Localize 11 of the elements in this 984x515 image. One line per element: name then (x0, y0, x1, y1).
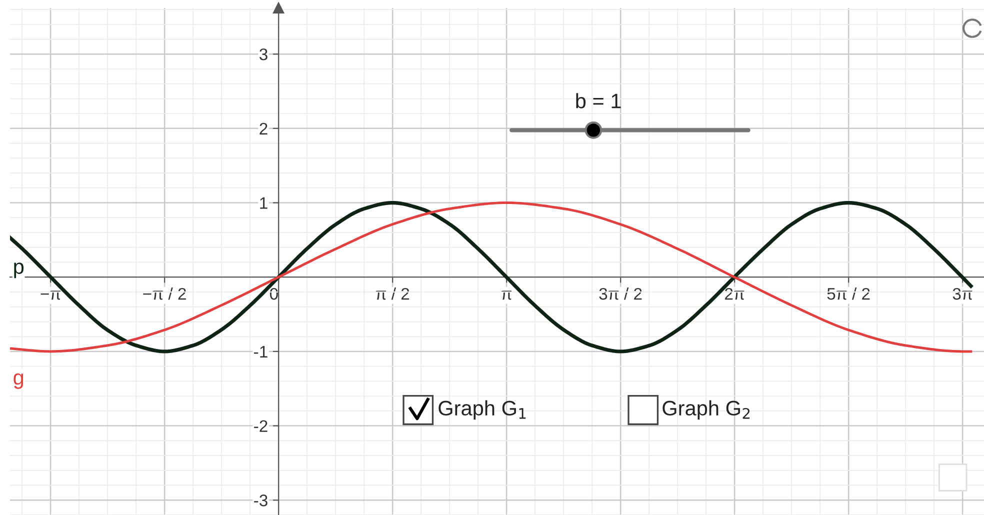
y-tick-label: 1 (260, 197, 268, 209)
y-tick-label: -2 (254, 420, 268, 432)
annotation: b = 1 (576, 93, 621, 108)
annotation: Graph G$_{1}$ (438, 400, 526, 420)
y-tick-label: -1 (254, 346, 268, 358)
series-label: p (14, 262, 24, 278)
y-tick-label: 3 (260, 48, 268, 60)
y-tick-label: 2 (260, 122, 268, 134)
y-tick-label: -3 (254, 494, 268, 506)
series-label: g (14, 373, 24, 389)
annotation: Graph G$_{2}$ (662, 400, 750, 420)
